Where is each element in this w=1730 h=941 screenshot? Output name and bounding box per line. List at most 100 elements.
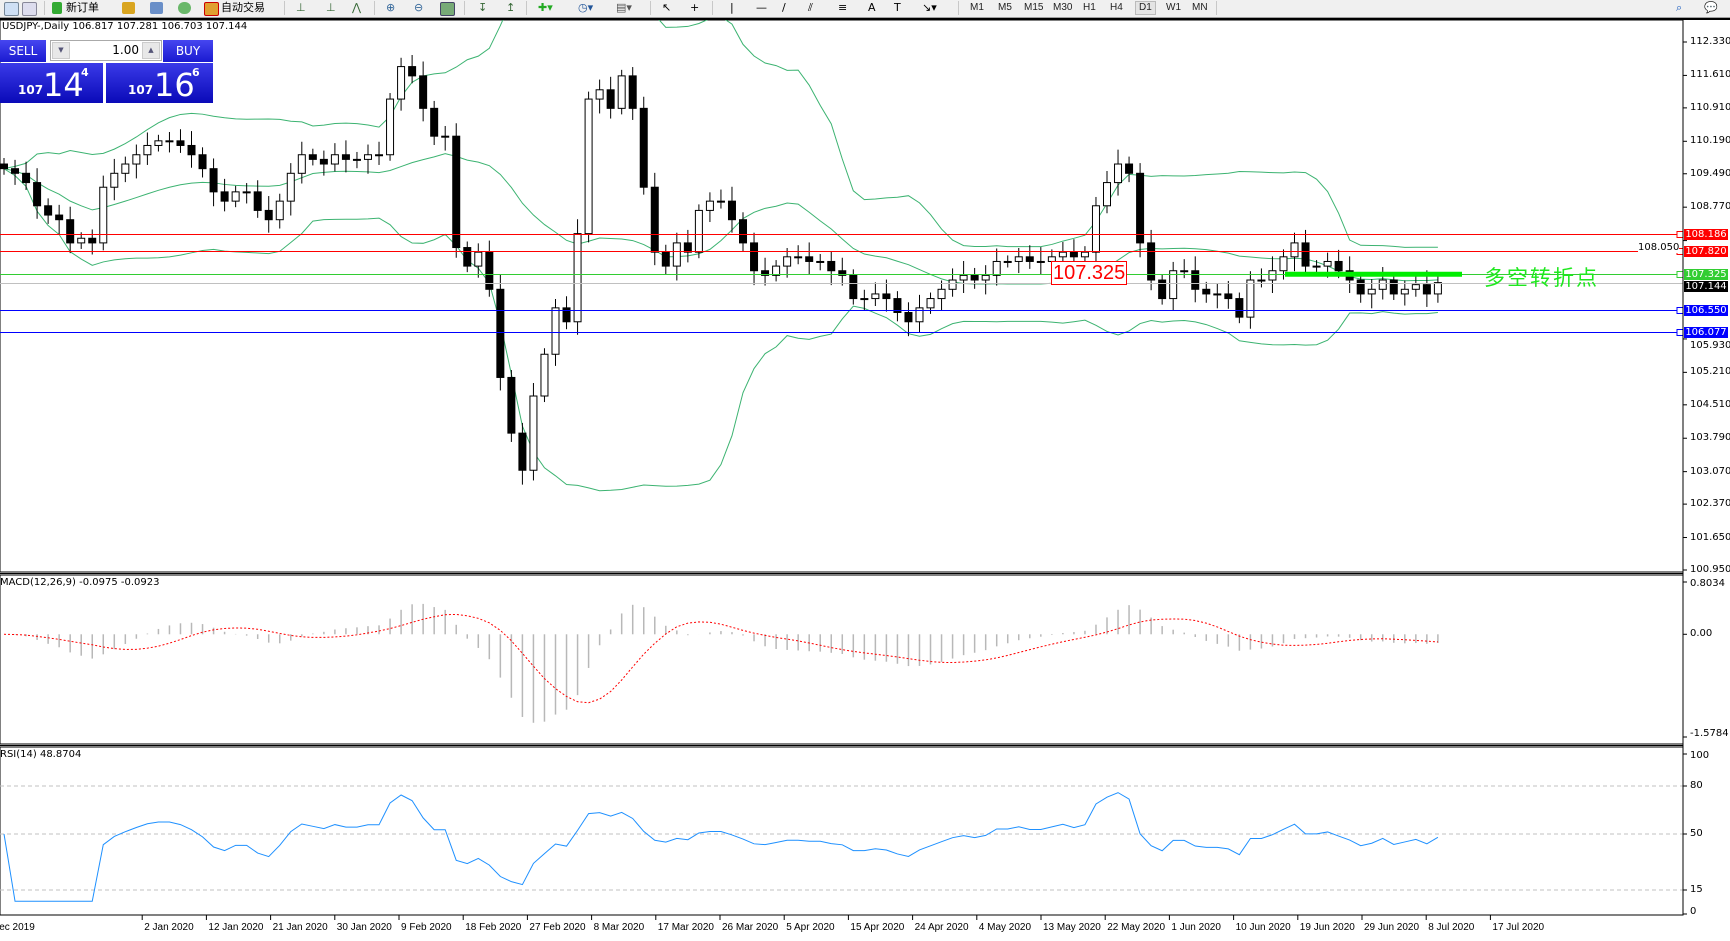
hline-price-label[interactable]: 107.144: [1684, 281, 1728, 292]
candle-bear: [1301, 242, 1310, 267]
sell-price-prefix: 107: [18, 83, 44, 97]
rsi-axis-label: 100: [1690, 750, 1710, 761]
timeframe-h1[interactable]: H1: [1083, 2, 1096, 13]
new-order-button[interactable]: 新订单: [66, 1, 99, 14]
candle-bull: [1268, 270, 1277, 281]
timeframe-m5[interactable]: M5: [998, 2, 1012, 13]
candle-bear: [904, 311, 913, 323]
navigator-icon[interactable]: [150, 2, 163, 14]
candle-bear: [66, 219, 75, 244]
periods-icon[interactable]: ◷▾: [578, 1, 594, 14]
templates-icon[interactable]: ▤▾: [616, 1, 632, 14]
price-axis-label: 100.950: [1690, 564, 1730, 575]
candle-bull: [231, 191, 240, 202]
candle-bear: [209, 168, 218, 193]
macd-axis-label: 0.00: [1690, 628, 1713, 640]
horizontal-line-icon[interactable]: —: [756, 1, 767, 14]
date-axis-label: 9 Feb 2020: [401, 922, 452, 933]
buy-button[interactable]: BUY: [163, 40, 213, 62]
chart-icon[interactable]: [4, 2, 19, 16]
date-axis-label: 22 May 2020: [1107, 922, 1166, 933]
cursor-icon[interactable]: ↖: [662, 1, 672, 14]
candle-bear: [88, 237, 97, 244]
candle-bull: [1014, 256, 1023, 262]
autoscroll-icon[interactable]: ↧: [478, 1, 488, 14]
timeframe-mn[interactable]: MN: [1192, 2, 1208, 13]
timeframe-m15[interactable]: M15: [1024, 2, 1044, 13]
timeframe-m30[interactable]: M30: [1053, 2, 1073, 13]
date-axis-label: 19 Jun 2020: [1299, 922, 1355, 933]
zoom-out-icon[interactable]: ⊖: [414, 1, 424, 14]
candle-bull: [1058, 251, 1067, 258]
sell-price-button[interactable]: 107 14 4: [0, 63, 103, 103]
hline-price-label[interactable]: 107.820: [1684, 246, 1728, 257]
candle-bear: [518, 432, 527, 471]
channel-icon[interactable]: ⫽: [808, 1, 813, 14]
lot-decrease-icon[interactable]: ▼: [52, 42, 70, 59]
candle-bear: [1224, 293, 1233, 300]
timeframe-d1[interactable]: D1: [1135, 1, 1156, 15]
candle-bear: [727, 200, 736, 221]
candle-bull: [275, 200, 284, 221]
candle-bull: [110, 172, 119, 188]
lot-size-input[interactable]: ▼ 1.00 ▲: [50, 40, 162, 61]
candle-bear: [1069, 251, 1078, 258]
price-axis-label: 105.930: [1690, 339, 1730, 351]
signals-icon[interactable]: [178, 2, 191, 14]
timeframe-h4[interactable]: H4: [1110, 2, 1123, 13]
lot-increase-icon[interactable]: ▲: [142, 42, 160, 59]
trendline-icon[interactable]: /: [782, 1, 786, 14]
date-axis-label: 24 Apr 2020: [914, 922, 969, 933]
chat-icon[interactable]: 💬: [1704, 1, 1718, 14]
zoom-icon[interactable]: [22, 2, 37, 16]
search-icon[interactable]: ⌕: [1676, 1, 1683, 14]
auto-trading-button[interactable]: 自动交易: [221, 1, 265, 14]
text-icon[interactable]: A: [868, 1, 876, 14]
rsi-label: RSI(14) 48.8704: [0, 749, 82, 760]
buy-price-button[interactable]: 107 16 6: [106, 63, 213, 103]
candle-bull: [242, 191, 251, 194]
fibonacci-icon[interactable]: ≡: [838, 1, 848, 14]
candle-bull: [474, 251, 483, 267]
arrows-icon[interactable]: ↘▾: [922, 1, 937, 14]
hline-handle: [1676, 307, 1684, 314]
tile-windows-icon[interactable]: [440, 2, 455, 16]
price-axis-label: 111.610: [1690, 69, 1730, 81]
chart-title: USDJPY-,Daily 106.817 107.281 106.703 10…: [2, 21, 248, 32]
zoom-in-icon[interactable]: ⊕: [386, 1, 396, 14]
bar-chart-icon[interactable]: ⊥: [296, 1, 306, 14]
sell-button[interactable]: SELL: [0, 40, 46, 62]
line-chart-icon[interactable]: ⋀: [352, 1, 362, 14]
lot-value[interactable]: 1.00: [112, 43, 139, 57]
candle-bull: [617, 75, 626, 109]
chart-shift-icon[interactable]: ↥: [506, 1, 516, 14]
date-axis-label: 30 Jan 2020: [336, 922, 392, 933]
pivot-note-text[interactable]: 多空转折点: [1484, 266, 1599, 290]
candle-bear: [1356, 279, 1365, 295]
date-axis-label: 13 May 2020: [1043, 922, 1101, 933]
candle-bull: [397, 66, 406, 100]
hline-price-label[interactable]: 108.186: [1684, 229, 1728, 240]
candle-bear: [805, 256, 814, 262]
text-label-icon[interactable]: T: [894, 1, 901, 14]
timeframe-m1[interactable]: M1: [970, 2, 984, 13]
price-axis-label: 110.190: [1690, 135, 1730, 147]
metaeditor-icon[interactable]: [122, 2, 135, 14]
timeframe-w1[interactable]: W1: [1166, 2, 1181, 13]
candle-bear: [750, 242, 759, 272]
price-annotation-box[interactable]: 107.325: [1051, 261, 1128, 285]
hline-price-label[interactable]: 106.077: [1684, 327, 1728, 338]
hline-price-label[interactable]: 107.325: [1684, 269, 1728, 280]
indicators-icon[interactable]: ✚▾: [538, 1, 553, 14]
candle-bull: [143, 144, 152, 156]
candle-bear: [1422, 284, 1431, 295]
candle-bull: [1367, 288, 1376, 295]
date-axis-label: 4 May 2020: [978, 922, 1032, 933]
hline-price-label[interactable]: 106.550: [1684, 305, 1728, 316]
macd-axis-label: 0.8034: [1690, 578, 1725, 589]
candle-chart-icon[interactable]: ⊥: [326, 1, 336, 14]
vertical-line-icon[interactable]: |: [730, 1, 734, 14]
crosshair-icon[interactable]: +: [690, 1, 700, 14]
candle-bear: [1235, 298, 1244, 318]
